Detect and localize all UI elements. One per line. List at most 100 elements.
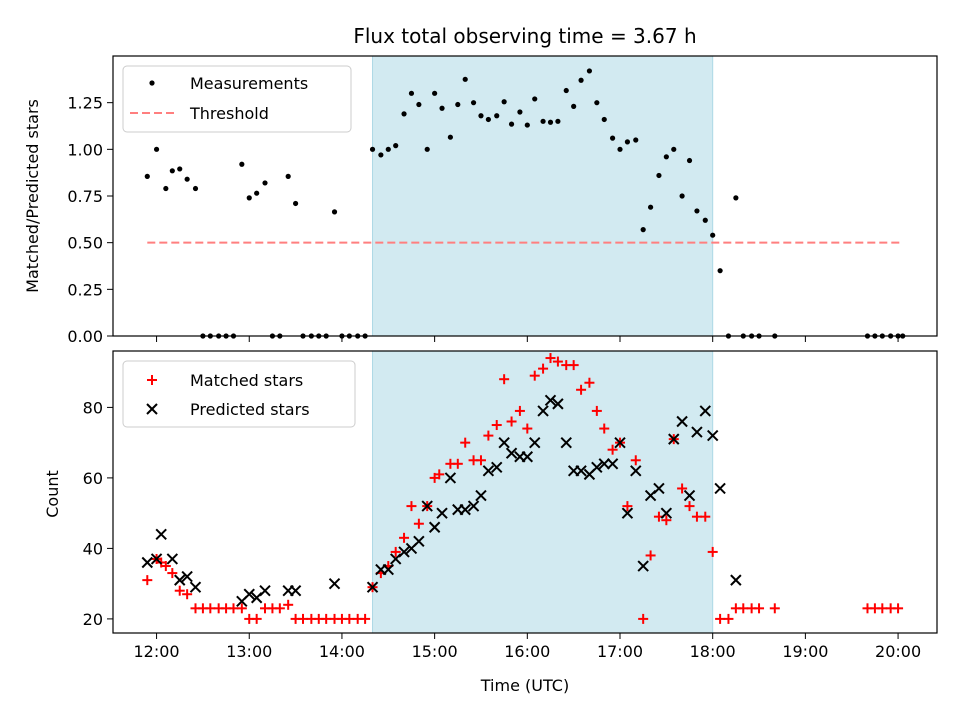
legend-bottom: Matched stars Predicted stars: [122, 360, 356, 428]
measurement-point: [292, 200, 299, 207]
y-tick-label: 0.00: [67, 327, 103, 346]
matched-star-point: [769, 603, 780, 614]
legend-box: [122, 65, 352, 133]
x-tick-label: 18:00: [690, 642, 736, 661]
legend-top: Measurements Threshold: [122, 65, 352, 133]
predicted-star-point: [630, 465, 642, 477]
legend-marker-matched: [147, 375, 157, 385]
matched-star-point: [360, 613, 371, 624]
measurement-point: [633, 137, 639, 143]
legend-label-measurements: Measurements: [190, 74, 308, 93]
measurement-point: [239, 161, 245, 167]
matched-star-point: [522, 423, 533, 434]
measurement-point: [571, 103, 577, 109]
matched-star-point: [738, 603, 749, 614]
matched-star-point: [506, 416, 517, 427]
y-tick-label: 20: [83, 610, 103, 629]
measurement-point: [416, 101, 422, 108]
predicted-star-point: [505, 447, 518, 459]
matched-star-point: [142, 575, 153, 586]
measurement-point: [694, 208, 700, 214]
x-tick-label: 14:00: [319, 642, 365, 661]
measurement-point: [601, 116, 607, 123]
x-axis-label: Time (UTC): [480, 676, 569, 695]
measurement-point: [184, 176, 190, 182]
predicted-star-point: [459, 503, 471, 516]
measurement-point: [586, 68, 593, 74]
measurement-point: [647, 204, 654, 210]
matched-star-point: [491, 420, 502, 431]
measurement-point: [369, 146, 376, 152]
measurement-point: [401, 111, 407, 117]
measurement-point: [393, 143, 399, 149]
x-tick-label: 20:00: [875, 642, 921, 661]
measurement-point: [424, 146, 430, 152]
measurement-point: [640, 227, 646, 233]
matched-star-point: [707, 546, 718, 557]
matched-star-point: [576, 384, 587, 395]
matched-star-point: [893, 603, 904, 614]
predicted-star-point: [444, 472, 457, 484]
matched-star-point: [645, 550, 656, 561]
measurement-point: [663, 154, 669, 160]
measurement-point: [153, 146, 160, 152]
measurement-point: [254, 190, 260, 196]
plot-frame-top: [112, 55, 938, 337]
y-tick-label: 1.00: [67, 140, 103, 159]
predicted-star-point: [413, 535, 425, 548]
x-tick-label: 16:00: [504, 642, 550, 661]
predicted-star-point: [498, 436, 510, 449]
matched-star-point: [568, 360, 579, 371]
predicted-star-point: [366, 581, 379, 593]
matched-star-point: [630, 455, 641, 466]
matched-star-point: [298, 613, 309, 624]
predicted-star-point: [730, 574, 742, 586]
predicted-star-point: [706, 429, 719, 442]
matched-star-point: [205, 603, 216, 614]
measurement-point: [594, 100, 600, 106]
measurement-point: [540, 118, 546, 124]
matched-star-point: [228, 603, 239, 614]
measurement-point: [163, 185, 169, 192]
y-tick-label: 40: [83, 539, 103, 558]
matched-star-point: [167, 568, 178, 579]
x-tick-label: 19:00: [782, 642, 828, 661]
predicted-star-point: [537, 405, 549, 417]
matched-star-point: [691, 511, 702, 522]
matched-star-point: [390, 546, 401, 557]
matched-star-point: [877, 603, 888, 614]
matched-star-point: [182, 589, 193, 600]
predicted-star-point: [475, 489, 487, 502]
y-axis-ticks-top: 0.00 0.25 0.50 0.75 1.00 1.25: [67, 94, 113, 346]
measurement-point: [710, 232, 716, 238]
plot-frame-bottom: [112, 350, 938, 634]
matched-star-point: [460, 437, 471, 448]
matched-star-point: [607, 444, 618, 455]
predicted-star-point: [699, 405, 711, 417]
predicted-star-point: [560, 436, 572, 449]
legend-label-matched: Matched stars: [190, 371, 303, 390]
matched-star-point: [399, 532, 410, 543]
measurement-point: [439, 105, 445, 111]
measurement-point: [563, 87, 569, 94]
x-tick-label: 13:00: [226, 642, 272, 661]
measurement-point: [408, 90, 415, 96]
measurement-point: [246, 195, 252, 201]
x-axis-ticks-top: [156, 336, 899, 342]
matched-star-point: [638, 613, 649, 624]
predicted-star-point: [591, 461, 603, 474]
matched-star-point: [661, 515, 672, 526]
measurement-point: [470, 100, 477, 106]
measurement-point: [733, 195, 739, 201]
panel-ratio: 0.00 0.25 0.50 0.75 1.00 1.25 Matched/Predict…: [23, 55, 938, 346]
matched-star-point: [529, 370, 540, 381]
predicted-star-point: [714, 482, 726, 495]
predicted-star-point: [683, 489, 696, 502]
measurement-point: [555, 118, 561, 124]
legend-marker-predicted: [146, 403, 158, 415]
measurement-point: [485, 116, 491, 123]
measurement-point: [624, 139, 631, 145]
predicted-star-point: [614, 436, 626, 449]
observing-window-band: [372, 55, 714, 337]
predicted-star-point: [529, 436, 541, 449]
